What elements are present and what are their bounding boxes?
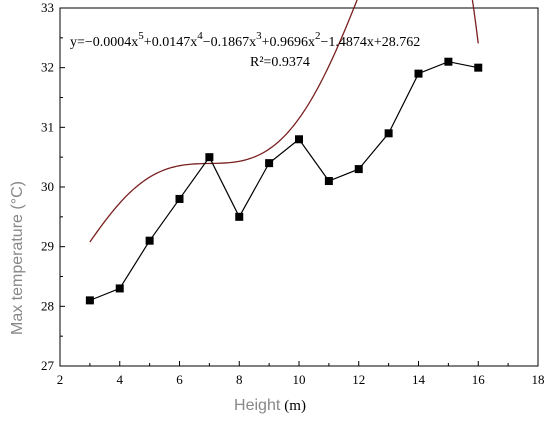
data-point <box>414 69 423 78</box>
data-point <box>474 63 483 72</box>
y-tick-label: 32 <box>41 60 54 75</box>
data-point <box>115 284 124 293</box>
x-tick-label: 6 <box>176 372 183 387</box>
x-axis-ticks: 2 4 6 8 10 12 14 16 18 <box>57 361 545 387</box>
data-point <box>145 236 154 245</box>
data-series-line <box>89 61 479 301</box>
data-point <box>444 57 453 66</box>
fit-equation: y=−0.0004x5+0.0147x4−0.1867x3+0.9696x2−1… <box>70 30 420 50</box>
data-point <box>384 129 393 138</box>
data-point <box>235 212 244 221</box>
polynomial-fit-curve <box>89 0 479 243</box>
data-markers <box>85 57 483 305</box>
y-tick-label: 28 <box>41 298 54 313</box>
y-tick-label: 33 <box>41 0 54 15</box>
x-tick-label: 8 <box>236 372 243 387</box>
x-axis-label: Height (m) <box>234 397 306 414</box>
y-tick-label: 31 <box>41 119 54 134</box>
x-tick-label: 2 <box>57 372 64 387</box>
data-point <box>324 177 333 186</box>
y-tick-label: 29 <box>41 239 54 254</box>
data-point <box>295 135 303 144</box>
x-tick-label: 4 <box>117 372 124 387</box>
y-axis-label: Max temperature (°C) <box>9 181 26 335</box>
data-point <box>354 165 363 174</box>
data-point <box>175 194 184 203</box>
x-tick-label: 16 <box>472 372 486 387</box>
y-tick-label: 27 <box>41 358 55 373</box>
data-point <box>205 153 214 162</box>
y-tick-label: 30 <box>41 179 54 194</box>
x-tick-label: 10 <box>293 372 306 387</box>
data-point <box>265 159 274 168</box>
y-axis-ticks: 27 28 29 30 31 32 33 <box>41 0 65 373</box>
x-tick-label: 14 <box>412 372 426 387</box>
x-tick-label: 12 <box>352 372 365 387</box>
x-tick-label: 18 <box>532 372 545 387</box>
r-squared-label: R²=0.9374 <box>250 55 310 70</box>
data-point <box>85 296 94 305</box>
